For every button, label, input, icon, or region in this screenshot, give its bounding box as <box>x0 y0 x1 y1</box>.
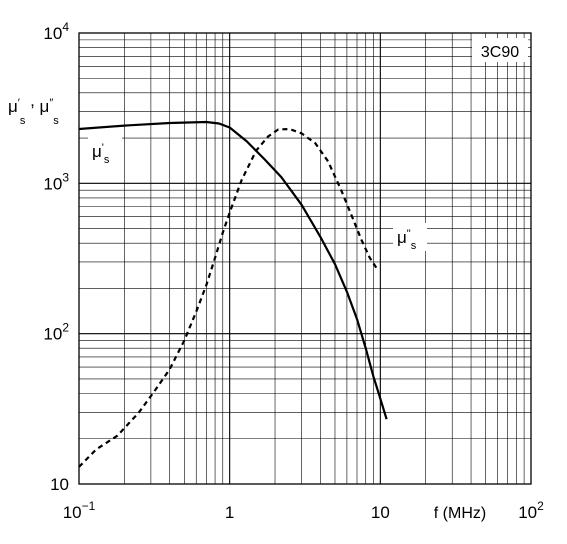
grid <box>79 33 531 484</box>
y-tick-label: 10 <box>50 475 69 494</box>
series-layer <box>78 120 388 468</box>
x-tick-label: 10 <box>371 503 390 522</box>
series-label-mu-imag-bg <box>393 223 427 251</box>
xlabel-bg <box>418 498 498 524</box>
y-tick-label: 104 <box>43 20 69 43</box>
material-label-bg <box>472 38 528 62</box>
y-tick-label: 103 <box>43 170 69 193</box>
x-tick-label: 10−1 <box>63 499 96 522</box>
series-label-mu-imag: μ"s <box>397 228 417 252</box>
material-label: 3C90 <box>481 44 519 61</box>
y-axis-label: μ′s , μ″s <box>8 91 59 127</box>
x-tick-label: 102 <box>518 499 544 522</box>
y-tick-label: 102 <box>43 321 69 344</box>
x-axis-label: f (MHz) <box>434 505 486 522</box>
series-label-mu-real: μ's <box>92 142 110 166</box>
x-tick-label: 1 <box>225 503 234 522</box>
series-line-mu-imag <box>78 127 378 468</box>
series-label-mu-real-bg <box>88 137 122 165</box>
plot-frame <box>78 32 532 485</box>
label-layer: 10−1 1 10 102 10 102 103 104 f (MHz) μ′s , μ″s 3C9… <box>8 20 544 524</box>
series-line-mu-real <box>78 120 388 420</box>
